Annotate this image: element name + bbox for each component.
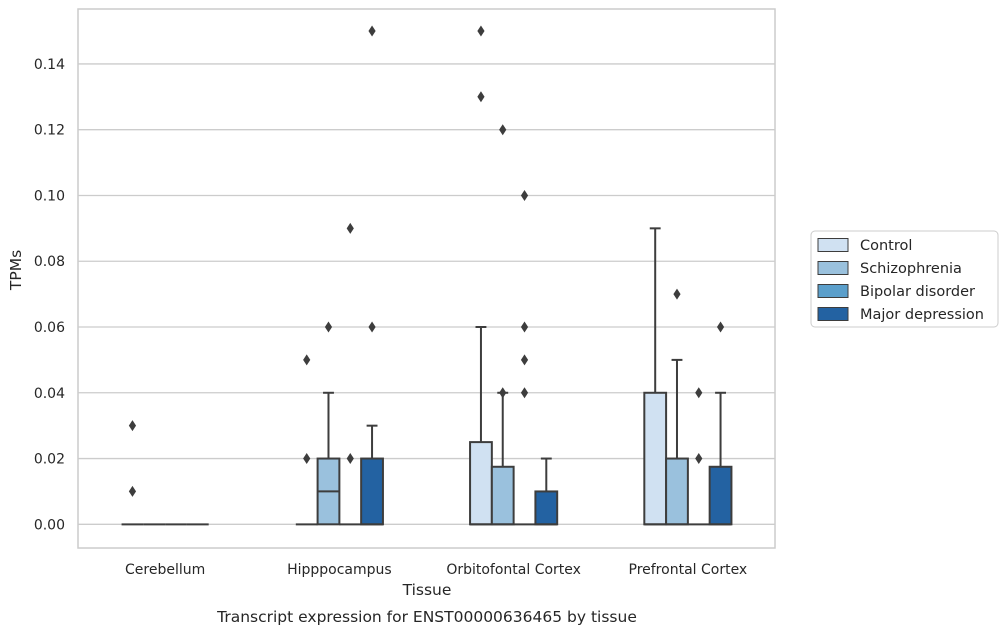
box-body	[665, 457, 689, 526]
plot-frame	[77, 8, 776, 549]
box-2-2	[513, 189, 536, 526]
outlier-marker	[499, 124, 507, 136]
legend-swatch	[817, 261, 849, 275]
legend-frame	[810, 230, 999, 328]
outlier-marker	[520, 189, 529, 201]
box-2-0	[469, 25, 493, 526]
outlier-marker	[520, 354, 529, 366]
outlier-marker	[695, 387, 703, 399]
outlier-marker	[520, 387, 529, 399]
box-3-2	[687, 387, 710, 526]
y-tick-label: 0.10	[34, 188, 65, 204]
box-1-2	[339, 222, 362, 526]
box-2-3	[534, 457, 559, 526]
box-3-1	[665, 288, 689, 526]
box-1-0	[295, 354, 318, 526]
legend-label: Schizophrenia	[860, 261, 962, 277]
outlier-marker	[716, 321, 725, 333]
legend-swatch	[817, 284, 849, 298]
box-body	[490, 465, 515, 526]
outlier-marker	[303, 453, 311, 465]
box-body	[708, 465, 733, 526]
legend-label: Major depression	[860, 307, 984, 323]
x-tick-label: Prefrontal Cortex	[629, 562, 748, 578]
x-tick-labels: Cerebellum Hipppocampus Orbitofontal Corte…	[125, 562, 747, 578]
box-3-3	[708, 321, 733, 526]
box-body	[360, 457, 384, 526]
y-tick-label: 0.02	[34, 452, 65, 468]
outlier-marker	[520, 321, 529, 333]
outlier-marker	[324, 321, 333, 333]
legend-items: Control Schizophrenia Bipolar disorder Majo…	[817, 238, 984, 323]
x-axis-label: Tissue	[402, 581, 452, 599]
y-tick-label: 0.04	[34, 386, 65, 402]
outlier-marker	[673, 288, 681, 300]
legend-label: Control	[860, 238, 912, 254]
box-2-1	[490, 124, 515, 526]
outlier-marker	[368, 321, 376, 333]
figure-caption: Transcript expression for ENST0000063646…	[216, 608, 637, 626]
x-tick-label: Cerebellum	[125, 562, 205, 578]
box-0-0	[121, 420, 144, 526]
x-tick-label: Orbitofontal Cortex	[446, 562, 581, 578]
plot-area: 0.00 0.02 0.04 0.06 0.08 0.10 0.12 0.14 Cerebel…	[34, 8, 776, 578]
x-tick-label: Hipppocampus	[287, 562, 392, 578]
y-tick-label: 0.08	[34, 254, 65, 270]
box-1-1	[316, 321, 341, 526]
boxes	[121, 25, 733, 526]
y-tick-label: 0.12	[34, 123, 65, 139]
y-tick-label: 0.00	[34, 517, 65, 533]
outlier-marker	[477, 91, 485, 103]
y-tick-label: 0.06	[34, 320, 65, 336]
box-body	[534, 490, 559, 526]
legend: Control Schizophrenia Bipolar disorder Majo…	[810, 230, 999, 328]
outlier-marker	[346, 453, 354, 465]
legend-swatch	[817, 307, 849, 321]
y-axis-label: TPMs	[7, 250, 25, 291]
outlier-marker	[695, 453, 703, 465]
legend-swatch	[817, 238, 849, 252]
legend-label: Bipolar disorder	[860, 284, 975, 300]
outlier-marker	[128, 485, 137, 497]
outlier-marker	[303, 354, 311, 366]
box-1-3	[360, 25, 384, 526]
box-body	[643, 391, 668, 526]
outlier-marker	[477, 25, 485, 37]
outlier-marker	[128, 420, 137, 432]
outlier-marker	[346, 222, 354, 234]
outlier-marker	[368, 25, 376, 37]
y-tick-labels: 0.00 0.02 0.04 0.06 0.08 0.10 0.12 0.14	[34, 57, 65, 533]
y-tick-label: 0.14	[34, 57, 65, 73]
outlier-marker	[499, 387, 507, 399]
box-body	[469, 441, 493, 526]
